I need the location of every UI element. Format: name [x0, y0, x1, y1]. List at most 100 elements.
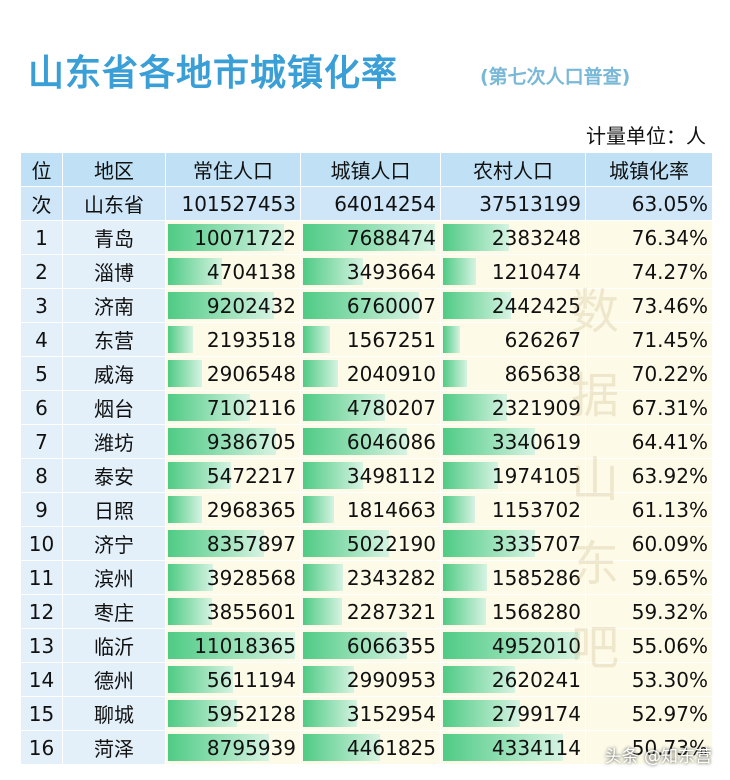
row: 16 菏泽 8795939 4461825 4334114 50.73% — [20, 730, 713, 765]
data-bar — [443, 700, 521, 727]
cell: 5611194 — [165, 662, 301, 697]
cell-text: 2343282 — [346, 565, 436, 590]
cell-text: 5022190 — [346, 531, 436, 556]
cell: 61.13% — [585, 492, 713, 527]
cell-text: 4461825 — [346, 735, 436, 760]
cell: 次 — [20, 186, 63, 221]
cell: 2383248 — [440, 220, 586, 255]
data-bar — [443, 360, 467, 387]
header-cell: 常住人口 — [165, 152, 301, 187]
cell-text: 3335707 — [491, 531, 581, 556]
cell: 2442425 — [440, 288, 586, 323]
cell-text: 74.27% — [631, 259, 708, 284]
cell: 15 — [20, 696, 63, 731]
cell: 60.09% — [585, 526, 713, 561]
cell: 4 — [20, 322, 63, 357]
cell: 8357897 — [165, 526, 301, 561]
cell-text: 1814663 — [346, 497, 436, 522]
cell: 1 — [20, 220, 63, 255]
footer: 头条 @知东营 — [604, 747, 712, 767]
cell-text: 3928568 — [206, 565, 296, 590]
data-bar — [303, 564, 344, 591]
cell: 2321909 — [440, 390, 586, 425]
data-bar — [303, 224, 435, 251]
cell: 聊城 — [62, 696, 166, 731]
cell-text: 59.65% — [631, 565, 708, 590]
cell: 3928568 — [165, 560, 301, 595]
cell-text: 60.09% — [631, 531, 708, 556]
cell: 11018365 — [165, 628, 301, 663]
cell-text: 8795939 — [206, 735, 296, 760]
cell-text: 8357897 — [206, 531, 296, 556]
row: 8 泰安 5472217 3498112 1974105 63.92% — [20, 458, 713, 493]
cell: 2906548 — [165, 356, 301, 391]
data-bar — [168, 292, 275, 319]
data-bar — [303, 530, 390, 557]
data-bar — [443, 292, 511, 319]
cell: 3 — [20, 288, 63, 323]
data-bar — [443, 428, 536, 455]
data-bar — [443, 632, 580, 659]
cell: 55.06% — [585, 628, 713, 663]
cell-text: 61.13% — [631, 497, 708, 522]
cell: 5472217 — [165, 458, 301, 493]
cell: 6760007 — [300, 288, 441, 323]
data-bar — [303, 666, 355, 693]
cell-text: 2906548 — [206, 361, 296, 386]
cell-text: 52.97% — [631, 701, 708, 726]
cell: 64014254 — [300, 186, 441, 221]
data-bar — [303, 292, 420, 319]
cell-text: 4704138 — [206, 259, 296, 284]
cell: 52.97% — [585, 696, 713, 731]
cell: 烟台 — [62, 390, 166, 425]
cell-text: 9202432 — [206, 293, 296, 318]
cell: 9 — [20, 492, 63, 527]
cell-text: 1210474 — [491, 259, 581, 284]
row: 13 临沂 11018365 6066355 4952010 55.06% — [20, 628, 713, 663]
cell: 3340619 — [440, 424, 586, 459]
cell: 济宁 — [62, 526, 166, 561]
header-cell: 城镇人口 — [300, 152, 441, 187]
cell-text: 67.31% — [631, 395, 708, 420]
cell: 73.46% — [585, 288, 713, 323]
title: 山东省各地市城镇化率 — [28, 53, 399, 94]
data-bar — [443, 326, 461, 353]
header-cell: 城镇化率 — [585, 152, 713, 187]
cell-text: 10071722 — [194, 225, 296, 250]
cell: 2287321 — [300, 594, 441, 629]
cell: 1585286 — [440, 560, 586, 595]
subtitle: (第七次人口普查) — [480, 66, 631, 88]
cell: 日照 — [62, 492, 166, 527]
data-bar — [168, 598, 213, 625]
row: 6 烟台 7102116 4780207 2321909 67.31% — [20, 390, 713, 425]
cell: 2799174 — [440, 696, 586, 731]
cell: 滨州 — [62, 560, 166, 595]
cell-text: 76.34% — [631, 225, 708, 250]
cell-text: 53.30% — [631, 667, 708, 692]
cell-text: 64.41% — [631, 429, 708, 454]
total-row: 次山东省 101527453 64014254 37513199 63.05% — [20, 186, 713, 221]
data-bar — [443, 666, 516, 693]
cell: 14 — [20, 662, 63, 697]
table: 位地区 常住人口 城镇人口 农村人口 城镇化率次山东省 101527453 64014254… — [20, 152, 713, 765]
cell-text: 3498112 — [346, 463, 436, 488]
cell: 11 — [20, 560, 63, 595]
cell: 12 — [20, 594, 63, 629]
cell-text: 71.45% — [631, 327, 708, 352]
cell: 2 — [20, 254, 63, 289]
row: 11 滨州 3928568 2343282 1585286 59.65% — [20, 560, 713, 595]
cell: 9202432 — [165, 288, 301, 323]
cell-text: 59.32% — [631, 599, 708, 624]
cell: 3855601 — [165, 594, 301, 629]
data-bar — [303, 462, 364, 489]
cell: 4704138 — [165, 254, 301, 289]
unit: 计量单位：人 — [586, 124, 706, 148]
cell-text: 7688474 — [346, 225, 436, 250]
cell: 3152954 — [300, 696, 441, 731]
data-bar — [443, 462, 498, 489]
data-bar — [168, 224, 285, 251]
cell-text: 626267 — [504, 327, 581, 352]
data-bar — [443, 564, 487, 591]
data-bar — [443, 258, 477, 285]
